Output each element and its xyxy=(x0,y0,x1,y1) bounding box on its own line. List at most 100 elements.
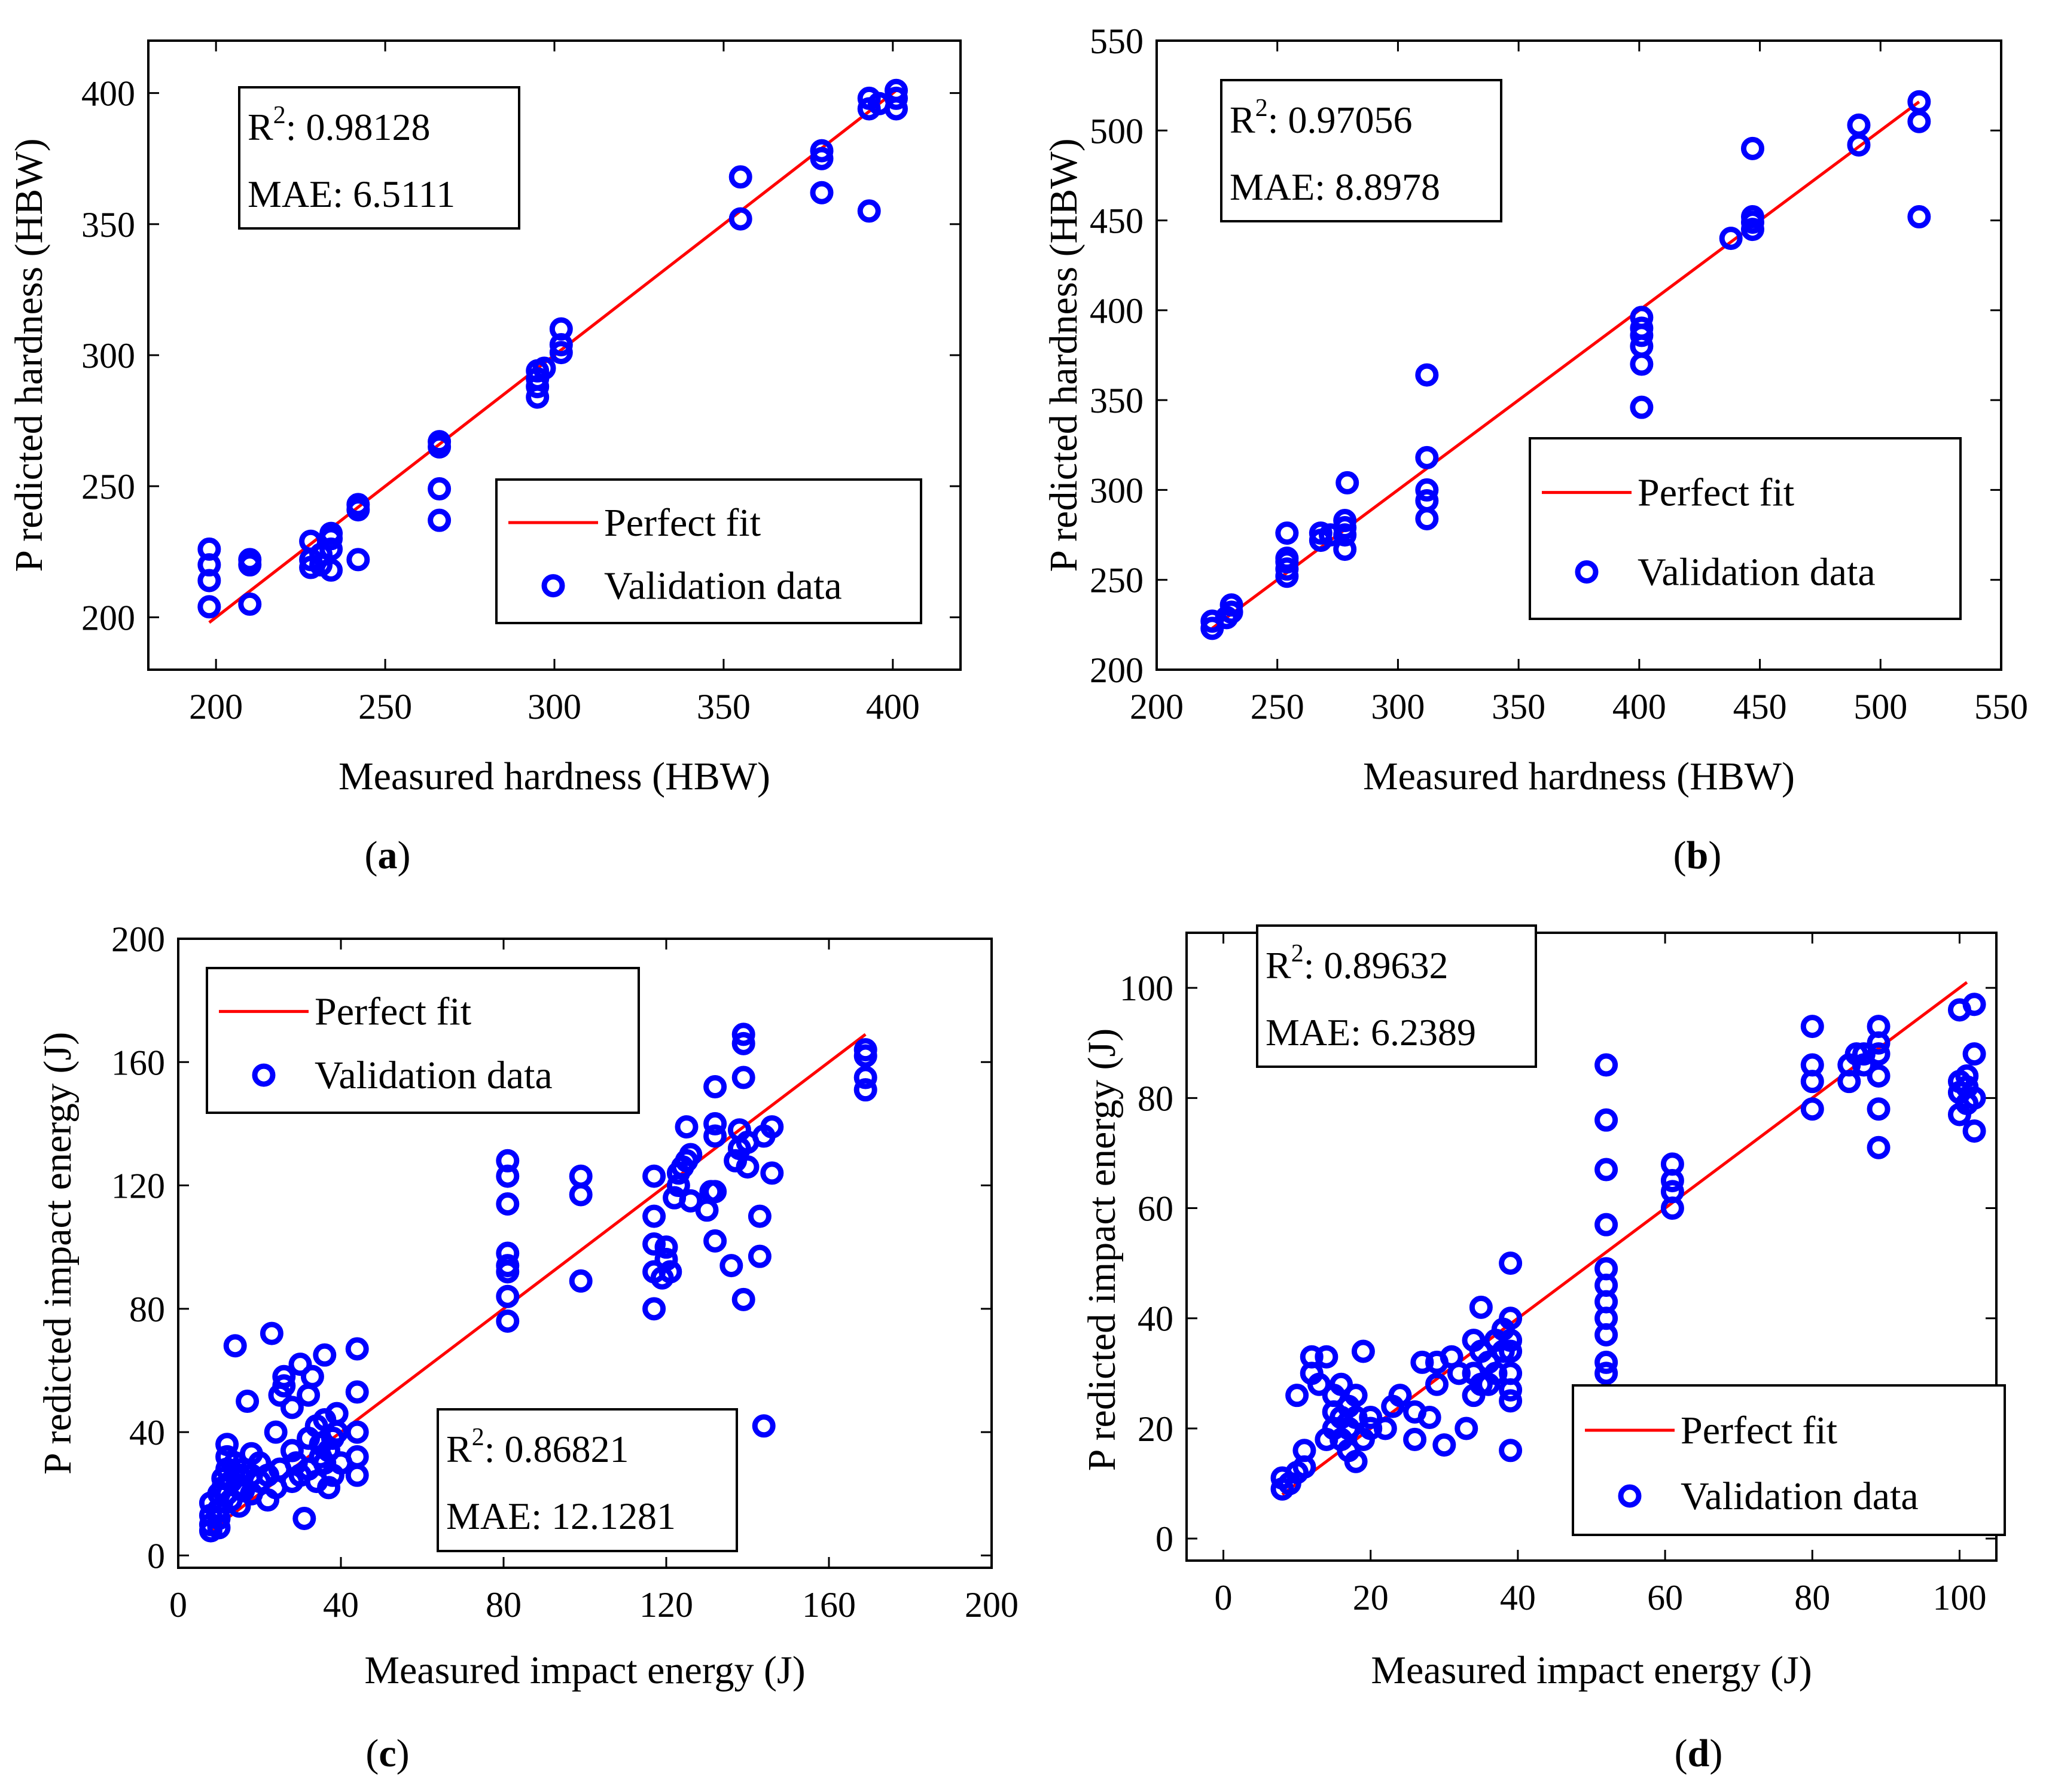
data-point xyxy=(1852,1053,1876,1077)
mae-label: MAE xyxy=(1230,166,1315,208)
panel-caption: (b) xyxy=(1673,834,1722,877)
panel-caption: (a) xyxy=(365,834,411,877)
y-tick-label: 550 xyxy=(1090,22,1144,61)
data-point xyxy=(1359,1416,1383,1440)
x-axis-label: Measured hardness (HBW) xyxy=(1363,755,1795,798)
r2-superscript: 2 xyxy=(1255,94,1268,122)
x-tick-label: 0 xyxy=(1215,1578,1233,1617)
data-point xyxy=(642,1232,666,1256)
data-point xyxy=(236,1390,260,1414)
data-point xyxy=(1867,1097,1891,1121)
data-point xyxy=(731,1066,755,1089)
data-point xyxy=(300,1364,324,1388)
data-point xyxy=(654,1235,678,1259)
data-point xyxy=(288,1353,312,1376)
data-point xyxy=(731,1031,755,1055)
legend-box xyxy=(495,478,922,624)
chart-panel-b: 200 250 300 350 400 450 500 550 200 250 300 350 400 4… xyxy=(1042,22,2028,877)
data-point xyxy=(1410,1350,1434,1374)
data-point xyxy=(884,86,908,110)
data-point xyxy=(810,139,834,163)
legend-perfect-fit: Perfect fit xyxy=(1638,471,1794,515)
data-point xyxy=(215,1433,239,1457)
data-point xyxy=(703,1229,727,1253)
data-point xyxy=(853,1078,877,1102)
data-point xyxy=(1962,1042,1986,1066)
data-point xyxy=(1415,445,1439,469)
y-tick-label: 160 xyxy=(111,1043,165,1082)
legend-perfect-fit: Perfect fit xyxy=(1681,1409,1837,1452)
legend-marker-swatch xyxy=(1618,1484,1642,1508)
x-tick-label: 20 xyxy=(1353,1578,1389,1617)
data-point xyxy=(1847,113,1871,137)
data-point xyxy=(853,1066,877,1089)
y-tick-label: 40 xyxy=(1138,1299,1173,1339)
legend-perfect-fit: Perfect fit xyxy=(315,990,471,1034)
data-point xyxy=(317,1439,341,1463)
data-point xyxy=(207,1506,231,1530)
data-point xyxy=(884,78,908,102)
legend-marker-swatch xyxy=(1575,560,1599,584)
data-point xyxy=(569,1269,593,1293)
data-point xyxy=(760,1115,784,1139)
r2-superscript: 2 xyxy=(1291,940,1304,967)
x-tick-label: 80 xyxy=(486,1585,522,1625)
data-point xyxy=(736,1155,760,1179)
data-point xyxy=(1962,1086,1986,1110)
legend-box xyxy=(1529,437,1962,620)
x-tick-label: 200 xyxy=(189,687,243,726)
data-point xyxy=(1594,1053,1618,1077)
panel-caption: (d) xyxy=(1675,1732,1723,1775)
r2-label: R xyxy=(1230,99,1255,141)
data-point xyxy=(345,1445,369,1469)
data-point xyxy=(1499,1329,1523,1353)
data-point xyxy=(1962,1119,1986,1143)
data-point xyxy=(313,1343,337,1367)
y-tick-label: 250 xyxy=(1090,561,1144,600)
r2-label: R xyxy=(446,1428,472,1470)
data-point xyxy=(532,356,556,380)
data-point xyxy=(1594,1108,1618,1132)
data-point xyxy=(703,1180,727,1204)
data-point xyxy=(1499,1306,1523,1330)
y-tick-label: 200 xyxy=(111,920,165,959)
data-point xyxy=(346,548,370,572)
caption-letter: c xyxy=(379,1732,396,1775)
data-point xyxy=(853,1038,877,1062)
legend-marker-swatch xyxy=(252,1063,276,1087)
caption-close: ) xyxy=(398,834,411,877)
stats-box xyxy=(1256,924,1537,1068)
x-tick-label: 80 xyxy=(1794,1578,1830,1617)
x-tick-label: 0 xyxy=(169,1585,187,1625)
data-point xyxy=(496,1254,520,1278)
data-point xyxy=(317,1476,341,1500)
r2-label: R xyxy=(1266,944,1291,987)
caption-open: ( xyxy=(365,834,378,877)
data-point xyxy=(1415,363,1439,387)
validation-points xyxy=(1200,90,1931,640)
data-point xyxy=(658,1260,682,1284)
data-point xyxy=(642,1164,666,1188)
mae-text: MAE: 8.8978 xyxy=(1230,166,1440,208)
mae-value: : 8.8978 xyxy=(1315,166,1440,208)
x-tick-label: 300 xyxy=(1371,687,1425,726)
stats-box xyxy=(1220,79,1502,222)
data-point xyxy=(1867,1135,1891,1159)
data-point xyxy=(238,548,262,572)
data-point xyxy=(760,1161,784,1185)
data-point xyxy=(496,1309,520,1333)
x-axis-label: Measured impact energy (J) xyxy=(1371,1648,1812,1692)
data-point xyxy=(1499,1339,1523,1363)
data-point xyxy=(810,181,834,204)
y-tick-label: 120 xyxy=(111,1167,165,1206)
r2-text: R2: 0.98128 xyxy=(248,102,430,148)
data-point xyxy=(642,1204,666,1228)
y-axis-label: P redicted hardness (HBW) xyxy=(1042,138,1086,572)
data-point xyxy=(1300,1345,1324,1369)
mae-text: MAE: 6.5111 xyxy=(248,173,455,215)
data-point xyxy=(1630,395,1654,419)
y-tick-label: 80 xyxy=(1138,1079,1173,1118)
mae-value: : 6.2389 xyxy=(1350,1011,1476,1054)
data-point xyxy=(197,537,221,561)
